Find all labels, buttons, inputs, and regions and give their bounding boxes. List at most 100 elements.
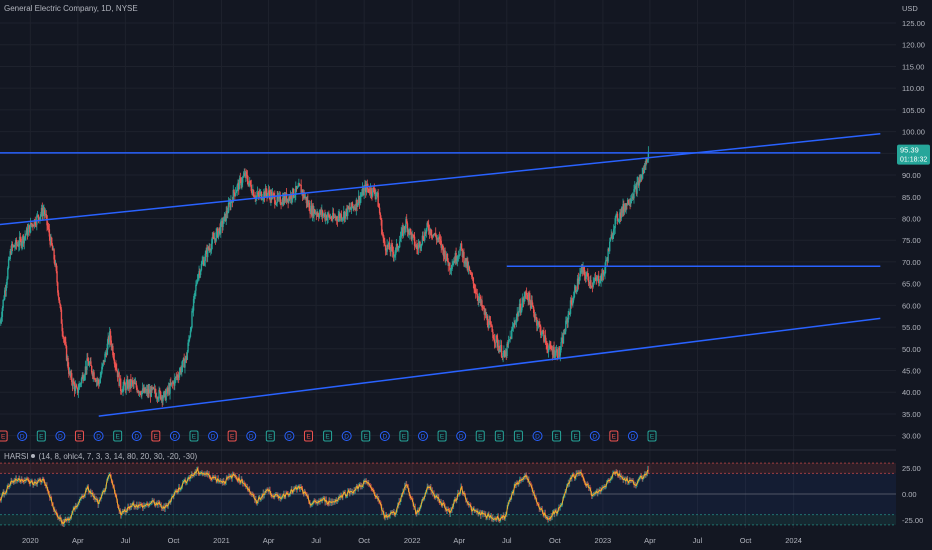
candle-body bbox=[579, 273, 581, 281]
candle-body bbox=[195, 284, 197, 291]
earnings-icon bbox=[323, 430, 333, 442]
earnings-marker[interactable]: E bbox=[189, 430, 199, 442]
time-tick-label: 2020 bbox=[22, 536, 39, 545]
candle-body bbox=[107, 337, 109, 344]
candle-body bbox=[61, 323, 63, 332]
dividend-marker[interactable]: D bbox=[532, 431, 543, 441]
symbol-legend[interactable]: General Electric Company, 1D, NYSE bbox=[4, 4, 138, 13]
oscillator-series[interactable] bbox=[0, 465, 649, 527]
earnings-marker[interactable]: E bbox=[265, 430, 275, 442]
candle-body bbox=[109, 331, 111, 343]
candle-body bbox=[444, 250, 446, 261]
candle-body bbox=[409, 228, 411, 235]
earnings-marker[interactable]: E bbox=[571, 430, 581, 442]
earnings-marker[interactable]: E bbox=[609, 430, 619, 442]
candle-body bbox=[414, 245, 417, 247]
earnings-marker[interactable]: E bbox=[151, 430, 161, 442]
candle-body bbox=[502, 353, 504, 358]
candle-body bbox=[96, 379, 98, 381]
dividend-marker[interactable]: D bbox=[627, 431, 638, 441]
candle-body bbox=[417, 244, 420, 250]
dividend-marker[interactable]: D bbox=[341, 431, 352, 441]
earnings-marker[interactable]: E bbox=[227, 430, 237, 442]
candle-body bbox=[334, 216, 336, 219]
earnings-marker[interactable]: E bbox=[74, 430, 84, 442]
dividend-marker[interactable]: D bbox=[589, 431, 600, 441]
earnings-marker[interactable]: E bbox=[494, 430, 504, 442]
earnings-marker[interactable]: E bbox=[647, 430, 657, 442]
candle-body bbox=[57, 292, 60, 298]
dividend-marker[interactable]: D bbox=[246, 431, 257, 441]
candle-body bbox=[561, 337, 563, 342]
candle-body bbox=[75, 385, 77, 387]
earnings-marker[interactable]: E bbox=[361, 430, 371, 442]
candle-body bbox=[608, 248, 610, 252]
osc-tick-label: 0.00 bbox=[902, 490, 917, 499]
earnings-marker[interactable]: E bbox=[552, 430, 562, 442]
trendlines[interactable] bbox=[0, 133, 881, 417]
candle-body bbox=[54, 259, 56, 265]
candle-body bbox=[348, 207, 350, 209]
candle-body bbox=[131, 380, 134, 382]
earnings-marker[interactable]: E bbox=[399, 430, 409, 442]
dividend-marker[interactable]: D bbox=[284, 431, 295, 441]
dividend-marker[interactable]: D bbox=[456, 431, 467, 441]
dividend-marker[interactable]: D bbox=[208, 431, 219, 441]
candle-body bbox=[154, 388, 156, 394]
candle-body bbox=[631, 196, 634, 200]
dividend-marker[interactable]: D bbox=[131, 431, 142, 441]
candle-body bbox=[317, 213, 319, 216]
oscillator-axis[interactable]: 25.00 0.00 -25.00 bbox=[902, 464, 923, 525]
marker-label: D bbox=[211, 434, 216, 441]
dividend-marker[interactable]: D bbox=[379, 431, 390, 441]
dividend-marker[interactable]: D bbox=[417, 431, 428, 441]
candle-body bbox=[513, 322, 515, 327]
earnings-marker[interactable]: E bbox=[323, 430, 333, 442]
earnings-icon bbox=[571, 430, 581, 442]
dividend-marker[interactable]: D bbox=[17, 431, 28, 441]
earnings-marker[interactable]: E bbox=[36, 430, 46, 442]
earnings-marker[interactable]: E bbox=[113, 430, 123, 442]
candle-body bbox=[646, 158, 648, 162]
time-axis[interactable]: 2020 Apr Jul Oct 2021 Apr Jul Oct 2022 Apr Jul Oct 2… bbox=[22, 536, 802, 545]
candle-body bbox=[328, 215, 331, 219]
candle-body bbox=[311, 205, 314, 216]
candle-body bbox=[244, 173, 246, 177]
candle-body bbox=[430, 229, 432, 236]
candle-body bbox=[372, 187, 374, 196]
indicator-legend[interactable]: HARSI (14, 8, ohlc4, 7, 3, 3, 14, 80, 20,… bbox=[4, 452, 197, 461]
candle-body bbox=[462, 252, 464, 257]
candle-body bbox=[161, 396, 163, 402]
candle-body bbox=[237, 182, 239, 186]
candle-body bbox=[241, 182, 243, 186]
candle-body bbox=[227, 202, 230, 213]
candle-body bbox=[232, 190, 234, 203]
candle-body bbox=[642, 170, 645, 173]
candle-body bbox=[285, 193, 288, 202]
earnings-icon bbox=[227, 430, 237, 442]
dividend-marker[interactable]: D bbox=[169, 431, 180, 441]
candlesticks[interactable] bbox=[0, 146, 650, 407]
earnings-marker[interactable]: E bbox=[437, 430, 447, 442]
marker-label: E bbox=[612, 434, 617, 441]
earnings-marker[interactable]: E bbox=[513, 430, 523, 442]
candle-body bbox=[102, 360, 105, 364]
dividend-marker[interactable]: D bbox=[93, 431, 104, 441]
candle-body bbox=[198, 271, 200, 275]
dividend-marker[interactable]: D bbox=[55, 431, 66, 441]
earnings-marker[interactable]: E bbox=[475, 430, 485, 442]
earnings-marker[interactable]: E bbox=[303, 430, 313, 442]
candle-body bbox=[357, 196, 360, 204]
price-tick-label: 120.00 bbox=[902, 41, 925, 50]
candle-body bbox=[436, 238, 438, 240]
earnings-marker[interactable]: E bbox=[0, 430, 8, 442]
candle-body bbox=[445, 259, 447, 261]
candle-body bbox=[308, 202, 311, 212]
candle-body bbox=[511, 326, 514, 330]
candle-body bbox=[540, 326, 542, 336]
candle-body bbox=[5, 284, 7, 291]
candle-body bbox=[379, 213, 382, 219]
